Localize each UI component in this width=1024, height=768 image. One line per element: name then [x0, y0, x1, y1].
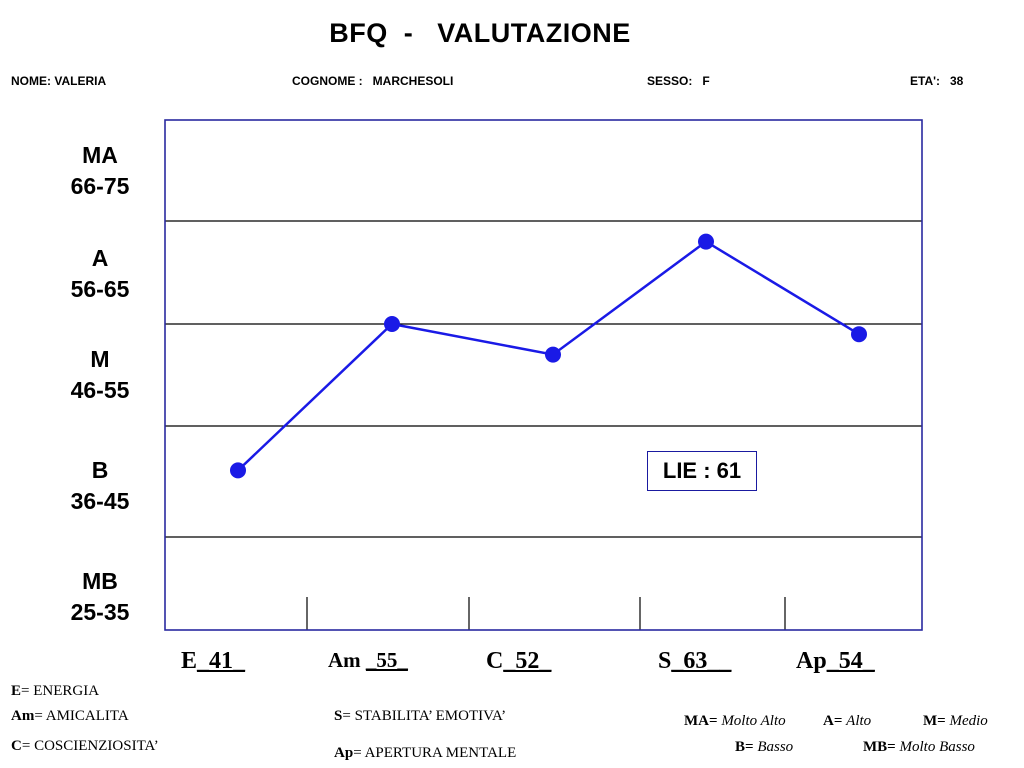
- lie-score-box: LIE : 61: [647, 451, 757, 491]
- legend-abbr: M: [923, 713, 938, 729]
- legend-text: Alto: [846, 713, 872, 729]
- legend-abbr: E: [11, 683, 22, 699]
- band-range: 46-55: [70, 377, 130, 403]
- band-range: 25-35: [70, 599, 130, 625]
- legend-abbr: B: [735, 739, 746, 755]
- legend-abbr: S: [334, 708, 343, 724]
- page-title: BFQ - VALUTAZIONE: [329, 18, 631, 48]
- legend-amicalita: Am= AMICALITA: [11, 708, 129, 724]
- band-label-b: B 36-45: [40, 455, 160, 517]
- data-point-ap: [851, 326, 867, 343]
- legend-text: AMICALITA: [45, 708, 129, 724]
- band-label-mb: MB 25-35: [40, 566, 160, 628]
- category-label-ap: Ap_54_: [796, 648, 875, 675]
- category-label-am: Am _55_: [328, 648, 408, 673]
- legend-level-a: A= Alto: [823, 713, 872, 729]
- category-label-c: C_52_: [486, 648, 551, 675]
- legend-abbr: MB: [863, 739, 888, 755]
- sex-field: SESSO: F: [647, 74, 710, 88]
- category-score: _52_: [503, 648, 552, 674]
- data-point-c: [545, 346, 561, 363]
- category-code: S: [658, 648, 672, 674]
- legend-level-mb: MB= Molto Basso: [863, 739, 975, 755]
- band-code: MA: [82, 142, 118, 168]
- band-code: M: [90, 346, 110, 372]
- category-code: Am: [328, 648, 366, 672]
- legend-abbr: C: [11, 738, 22, 754]
- legend-level-m: M= Medio: [923, 713, 988, 729]
- name-field: NOME: VALERIA: [11, 74, 107, 88]
- legend-abbr: A: [823, 713, 834, 729]
- category-label-s: S_63__: [658, 648, 731, 675]
- band-code: A: [91, 245, 109, 271]
- legend-text: COSCIENZIOSITA’: [34, 738, 159, 754]
- band-label-m: M 46-55: [40, 344, 160, 406]
- category-code: Ap: [796, 648, 827, 674]
- legend-level-ma: MA= Molto Alto: [684, 713, 786, 729]
- legend-text: STABILITA’ EMOTIVA’: [354, 708, 507, 724]
- legend-abbr: MA: [684, 713, 709, 729]
- legend-apertura: Ap= APERTURA MENTALE: [334, 745, 517, 761]
- age-field: ETA': 38: [910, 74, 964, 88]
- category-label-e: E_41_: [181, 648, 245, 675]
- data-point-s: [698, 233, 714, 250]
- legend-level-b: B= Basso: [735, 739, 794, 755]
- band-range: 36-45: [70, 488, 130, 514]
- category-code: E: [181, 648, 198, 674]
- legend-text: ENERGIA: [33, 683, 100, 699]
- category-score: _55_: [365, 648, 408, 672]
- category-score: _54_: [826, 648, 875, 674]
- data-point-am: [384, 316, 400, 332]
- band-label-ma: MA 66-75: [40, 140, 160, 202]
- legend-text: Medio: [949, 713, 988, 729]
- category-score: _41_: [197, 648, 246, 674]
- legend-text: Basso: [757, 739, 794, 755]
- band-code: MB: [82, 568, 118, 594]
- legend-abbr: Am: [11, 708, 35, 724]
- legend-text: Molto Basso: [899, 739, 975, 755]
- band-code: B: [91, 457, 109, 483]
- legend-stabilita: S= STABILITA’ EMOTIVA’: [334, 708, 507, 724]
- legend-abbr: Ap: [334, 745, 354, 761]
- plot-frame: [164, 119, 923, 631]
- band-range: 56-65: [70, 276, 130, 302]
- band-range: 66-75: [70, 173, 130, 199]
- legend-energia: E= ENERGIA: [11, 683, 100, 699]
- band-label-a: A 56-65: [40, 243, 160, 305]
- legend-coscienziosita: C= COSCIENZIOSITA’: [11, 738, 159, 754]
- category-score: _63__: [671, 648, 732, 674]
- surname-field: COGNOME : MARCHESOLI: [292, 74, 454, 88]
- category-code: C: [486, 648, 504, 674]
- data-point-e: [230, 462, 246, 479]
- legend-text: APERTURA MENTALE: [364, 745, 517, 761]
- legend-text: Molto Alto: [721, 713, 786, 729]
